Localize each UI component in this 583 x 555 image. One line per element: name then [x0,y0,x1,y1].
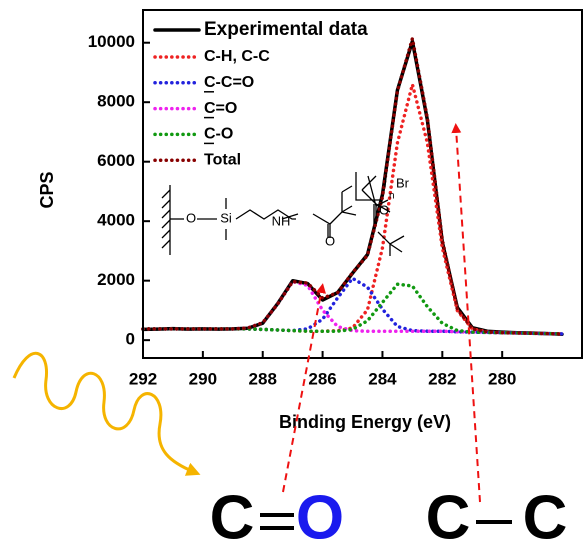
molecule-subscript: n [389,191,395,202]
photon-wave [12,352,201,476]
molecule-atom: O [325,233,335,248]
atom-label: C [426,483,471,552]
x-tick-label: 290 [189,369,217,388]
x-tick-label: 282 [428,369,456,388]
molecule [161,172,405,256]
legend-label: Total [204,151,241,168]
y-tick-label: 0 [126,330,135,349]
y-axis-label: CPS [37,171,57,208]
molecule-atom: O [379,202,389,217]
y-tick-label: 10000 [88,32,135,51]
legend-label: Experimental data [204,19,368,40]
plot-area [141,9,583,359]
atom-label: C [523,483,568,552]
legend-label: C=O [204,100,237,117]
series-line [141,279,564,336]
arrow [282,283,326,493]
series-line [141,36,564,336]
legend-label: C-H, C-C [204,48,270,65]
molecule-atom: NH [272,213,291,228]
molecule-atom: Br [396,175,410,190]
x-tick-label: 286 [308,369,336,388]
y-tick-label: 2000 [97,270,135,289]
series-line [141,82,564,336]
x-tick-label: 292 [129,369,157,388]
molecule-atom: O [186,210,196,225]
x-tick-label: 284 [368,369,397,388]
series-line [141,282,564,336]
x-tick-label: 288 [249,369,277,388]
molecule-atom: Si [220,210,232,225]
y-tick-label: 8000 [97,92,135,111]
x-tick-label: 280 [488,369,516,388]
series-line [141,276,564,336]
atom-label: C [210,483,255,552]
legend-label: C-O [204,126,233,143]
y-tick-label: 4000 [97,211,135,230]
y-tick-label: 6000 [97,151,135,170]
plot-frame [142,9,583,359]
atom-label: O [296,483,344,552]
arrow [451,123,481,503]
legend-label: C-C=O [204,74,254,91]
x-axis-label: Binding Energy (eV) [279,412,451,432]
